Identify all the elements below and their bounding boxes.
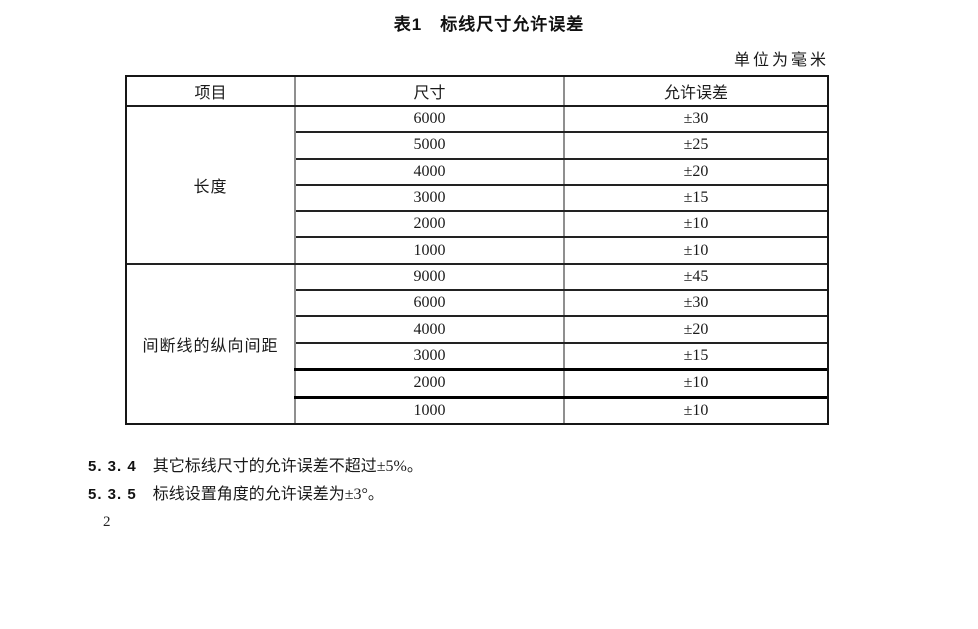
tolerance-cell: ±30 — [564, 106, 827, 134]
tolerance-table-frame: 项目 尺寸 允许误差 长度 6000 ±30 5000 ±25 4000 ±20 3000 ±1… — [125, 75, 829, 425]
size-cell: 2000 — [295, 211, 565, 239]
size-cell: 1000 — [295, 237, 565, 265]
tolerance-cell: ±10 — [564, 211, 827, 239]
clause-5-3-4: 5. 3. 4 其它标线尺寸的允许误差不超过±5%。 — [88, 452, 423, 476]
size-cell: 2000 — [295, 369, 565, 399]
tolerance-cell: ±15 — [564, 184, 827, 213]
tolerance-cell: ±25 — [564, 132, 827, 160]
item-cell: 长度 — [127, 106, 296, 265]
table-row: 1000 ±10 — [127, 237, 827, 265]
table-row: 间断线的纵向间距 9000 ±45 — [127, 263, 827, 423]
size-cell: 3000 — [295, 184, 565, 213]
table-row: 6000 ±30 — [127, 290, 827, 318]
table-row: 4000 ±20 — [127, 158, 827, 186]
table-row: 4000 ±20 — [127, 316, 827, 344]
tolerance-cell: ±15 — [564, 342, 827, 372]
size-cell: 6000 — [295, 106, 565, 134]
size-cell: 1000 — [295, 397, 565, 423]
table-row: 长度 6000 ±30 — [127, 106, 827, 265]
header-item: 项目 — [127, 77, 296, 107]
table-row: 3000 ±15 — [127, 184, 827, 213]
item-cell: 间断线的纵向间距 — [127, 263, 296, 423]
tolerance-cell: ±10 — [564, 369, 827, 399]
tolerance-cell: ±10 — [564, 237, 827, 265]
table-header: 项目 尺寸 允许误差 — [127, 77, 827, 107]
table-row: 5000 ±25 — [127, 132, 827, 160]
clause-number: 5. 3. 4 — [88, 458, 137, 475]
table-title: 表1 标线尺寸允许误差 — [393, 15, 585, 34]
table-row: 3000 ±15 — [127, 342, 827, 372]
page-number: 2 — [103, 514, 111, 530]
size-cell: 4000 — [295, 158, 565, 186]
size-cell: 9000 — [295, 263, 565, 292]
tolerance-cell: ±20 — [564, 158, 827, 186]
header-row: 项目 尺寸 允许误差 — [127, 77, 827, 107]
size-cell: 4000 — [295, 316, 565, 344]
header-tolerance: 允许误差 — [564, 77, 827, 107]
table-row: 1000 ±10 — [127, 397, 827, 423]
clause-text: 其它标线尺寸的允许误差不超过±5%。 — [152, 458, 423, 475]
size-cell: 6000 — [295, 290, 565, 318]
tolerance-cell: ±20 — [564, 316, 827, 344]
size-cell: 3000 — [295, 342, 565, 372]
size-cell: 5000 — [295, 132, 565, 160]
clause-5-3-5: 5. 3. 5 标线设置角度的允许误差为±3°。 — [88, 480, 384, 504]
unit-note: 单位为毫米 — [733, 52, 829, 69]
table-body: 长度 6000 ±30 5000 ±25 4000 ±20 3000 ±15 2000 ±10 100… — [127, 106, 827, 423]
tolerance-cell: ±10 — [683, 401, 709, 419]
header-size: 尺寸 — [295, 77, 565, 107]
table-row: 2000 ±10 — [127, 211, 827, 239]
clause-number: 5. 3. 5 — [88, 486, 137, 503]
tolerance-cell: ±45 — [564, 263, 827, 292]
tolerance-cell: ±30 — [564, 290, 827, 318]
clause-text: 标线设置角度的允许误差为±3°。 — [152, 486, 384, 503]
table-row: 2000 ±10 — [127, 369, 827, 399]
tolerance-table: 项目 尺寸 允许误差 长度 6000 ±30 5000 ±25 4000 ±20 3000 ±1… — [127, 77, 827, 423]
